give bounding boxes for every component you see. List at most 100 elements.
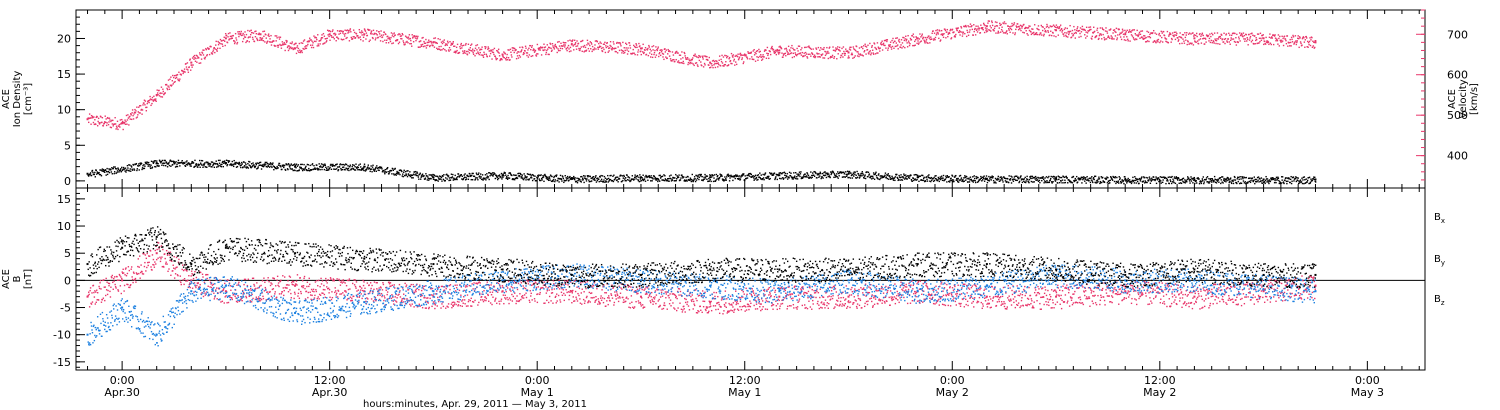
velocity-series-sample: [329, 39, 331, 41]
ion-density-series-sample: [514, 177, 517, 180]
ion-density-series-sample: [1045, 181, 1047, 184]
velocity-series-sample: [909, 37, 912, 40]
velocity-series-sample: [867, 52, 870, 54]
velocity-series-sample: [689, 61, 692, 64]
velocity-series-sample: [317, 43, 319, 45]
ion-density-series-sample: [401, 175, 403, 177]
velocity-series-sample: [326, 40, 328, 42]
velocity-series-sample: [137, 114, 139, 116]
ion-density-series-sample: [646, 176, 649, 178]
velocity-series-sample: [770, 47, 773, 49]
velocity-series-sample: [1043, 33, 1045, 36]
velocity-series-sample: [649, 48, 651, 51]
velocity-series-sample: [551, 49, 553, 51]
velocity-series-sample: [340, 38, 343, 40]
velocity-series-sample: [406, 40, 408, 43]
ion-density-series-sample: [873, 173, 875, 176]
ion-density-series-sample: [262, 163, 264, 166]
ion-density-series-sample: [634, 174, 636, 176]
velocity-series-sample: [1302, 36, 1304, 39]
ion-density-series-sample: [763, 174, 766, 176]
velocity-series-sample: [364, 29, 366, 31]
ion-density-series-sample: [674, 180, 676, 182]
ion-density-series-sample: [692, 179, 695, 182]
velocity-series-sample: [490, 49, 492, 51]
ion-density-series-sample: [1081, 182, 1083, 184]
velocity-series-sample: [1014, 32, 1017, 34]
ion-density-series-sample: [1001, 177, 1003, 179]
velocity-series-sample: [196, 55, 199, 57]
ion-density-series-sample: [172, 163, 174, 166]
velocity-series-sample: [236, 43, 238, 45]
ion-density-series-sample: [721, 175, 723, 177]
velocity-series-sample: [950, 37, 953, 39]
velocity-series-sample: [897, 44, 899, 46]
velocity-series-sample: [466, 53, 469, 56]
velocity-series-sample: [763, 50, 766, 52]
velocity-series-sample: [116, 127, 118, 129]
velocity-series-sample: [232, 34, 234, 37]
velocity-series-sample: [1065, 35, 1068, 38]
ion-density-series-sample: [1062, 175, 1065, 178]
ion-density-series-sample: [150, 160, 153, 163]
velocity-series-sample: [1161, 41, 1164, 43]
ion-density-series-sample: [786, 172, 788, 175]
velocity-series-sample: [1045, 26, 1048, 28]
ion-density-series-sample: [592, 178, 594, 180]
ion-density-series-sample: [236, 162, 238, 164]
velocity-series-sample: [655, 46, 657, 48]
velocity-series-sample: [688, 59, 691, 62]
velocity-series-sample: [993, 27, 996, 30]
ion-density-series-sample: [1078, 179, 1080, 181]
velocity-series-sample: [382, 40, 384, 43]
velocity-series-sample: [343, 33, 345, 35]
ion-density-series-sample: [1146, 177, 1149, 179]
velocity-series-sample: [512, 49, 514, 52]
ion-density-series-sample: [221, 163, 223, 166]
ion-density-series-sample: [371, 166, 374, 168]
ion-density-series-sample: [814, 171, 816, 173]
velocity-series-sample: [140, 108, 143, 111]
velocity-series-sample: [1307, 41, 1310, 44]
velocity-series-sample: [461, 47, 463, 49]
ion-density-series-sample: [940, 175, 943, 177]
velocity-series-sample: [224, 44, 226, 47]
velocity-series-sample: [218, 42, 221, 44]
ion-density-series-sample: [577, 179, 579, 182]
ion-density-series-sample: [205, 161, 208, 163]
velocity-series-sample: [224, 33, 227, 35]
velocity-series-sample: [1051, 25, 1053, 28]
velocity-series-sample: [998, 27, 1000, 29]
ion-density-series-sample: [502, 173, 505, 175]
velocity-series-sample: [350, 36, 352, 39]
velocity-series-sample: [470, 50, 472, 52]
velocity-series-sample: [1069, 30, 1072, 33]
ion-density-series-sample: [702, 178, 705, 181]
ion-density-series-sample: [448, 179, 450, 182]
ion-density-series-sample: [795, 176, 798, 178]
ion-density-series-sample: [270, 165, 272, 167]
velocity-series-sample: [213, 46, 216, 49]
ion-density-series-sample: [549, 179, 551, 181]
velocity-series-sample: [627, 50, 630, 53]
velocity-series-sample: [890, 46, 892, 49]
velocity-series-sample: [710, 63, 713, 65]
ion-density-series-sample: [622, 179, 624, 182]
velocity-series-sample: [398, 33, 400, 35]
velocity-series-sample: [292, 47, 294, 49]
ion-density-series-sample: [232, 165, 235, 168]
velocity-series-sample: [1193, 34, 1196, 36]
velocity-series-sample: [1116, 38, 1118, 41]
ion-density-series-sample: [995, 182, 997, 184]
velocity-series-sample: [1038, 29, 1040, 31]
velocity-series-sample: [311, 44, 314, 46]
velocity-series-sample: [772, 49, 775, 51]
ion-density-series-sample: [1127, 179, 1130, 182]
ion-density-series-sample: [114, 166, 116, 168]
velocity-series-sample: [309, 39, 311, 41]
velocity-series-sample: [1294, 35, 1297, 37]
ion-density-series-sample: [515, 174, 517, 176]
ion-density-series-sample: [415, 173, 417, 175]
ion-density-series-sample: [1104, 177, 1107, 180]
ion-density-series-sample: [974, 180, 976, 182]
